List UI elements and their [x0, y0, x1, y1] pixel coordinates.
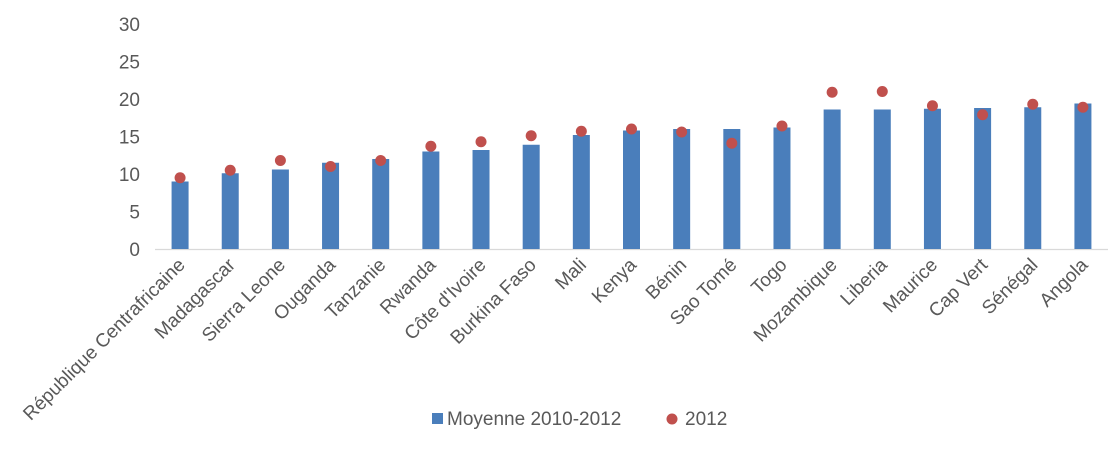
x-tick-label: Mali: [551, 255, 590, 294]
point: [676, 126, 688, 138]
bar: [522, 144, 540, 249]
legend-label-moyenne: Moyenne 2010-2012: [447, 409, 621, 430]
y-tick-label: 5: [129, 203, 140, 224]
point: [776, 120, 788, 132]
point: [274, 155, 286, 166]
point: [224, 164, 236, 176]
bar: [271, 169, 289, 249]
legend-label-2012: 2012: [685, 409, 727, 430]
point: [926, 100, 938, 112]
legend-swatch-bar: [432, 413, 443, 424]
y-axis: 0 5 10 15 20 25 30: [119, 15, 140, 261]
point: [876, 86, 888, 97]
bar: [1024, 107, 1042, 249]
legend: Moyenne 2010-2012 2012: [432, 409, 727, 430]
bar: [723, 129, 741, 249]
point: [1027, 98, 1039, 110]
bar: [221, 173, 239, 249]
point: [1077, 101, 1089, 113]
point: [475, 136, 487, 148]
bar: [873, 109, 891, 249]
bar: [472, 150, 490, 249]
bar: [974, 108, 992, 249]
x-tick-label: Sénégal: [978, 255, 1042, 319]
bar: [923, 108, 941, 249]
y-tick-label: 30: [119, 15, 140, 36]
bar: [673, 129, 691, 249]
bar: [823, 109, 841, 249]
y-tick-label: 20: [119, 90, 140, 111]
x-tick-label: Angola: [1036, 254, 1093, 311]
point: [826, 86, 838, 98]
point: [174, 172, 186, 184]
bar: [171, 181, 189, 249]
legend-swatch-dot: [666, 413, 678, 425]
point: [626, 123, 637, 135]
point: [726, 137, 738, 149]
bar: [422, 151, 440, 249]
point: [325, 161, 337, 172]
y-tick-label: 25: [119, 53, 140, 74]
bar: [1074, 103, 1092, 249]
x-tick-label: Togo: [748, 255, 792, 299]
y-tick-label: 10: [119, 165, 140, 186]
bar: [773, 127, 791, 249]
point: [425, 140, 437, 152]
points-2012: [174, 86, 1089, 184]
point: [977, 109, 989, 121]
bar: [623, 130, 640, 249]
y-tick-label: 0: [129, 240, 140, 261]
bar: [372, 159, 390, 249]
x-axis-categories: République CentrafricaineMadagascarSierr…: [19, 254, 1092, 425]
point: [575, 125, 587, 137]
bars-moyenne: [171, 103, 1092, 249]
bar: [322, 162, 340, 249]
x-tick-label: Kenya: [588, 254, 641, 307]
y-tick-label: 15: [119, 128, 140, 149]
point: [375, 155, 387, 166]
point: [525, 130, 537, 142]
bar: [572, 135, 590, 249]
